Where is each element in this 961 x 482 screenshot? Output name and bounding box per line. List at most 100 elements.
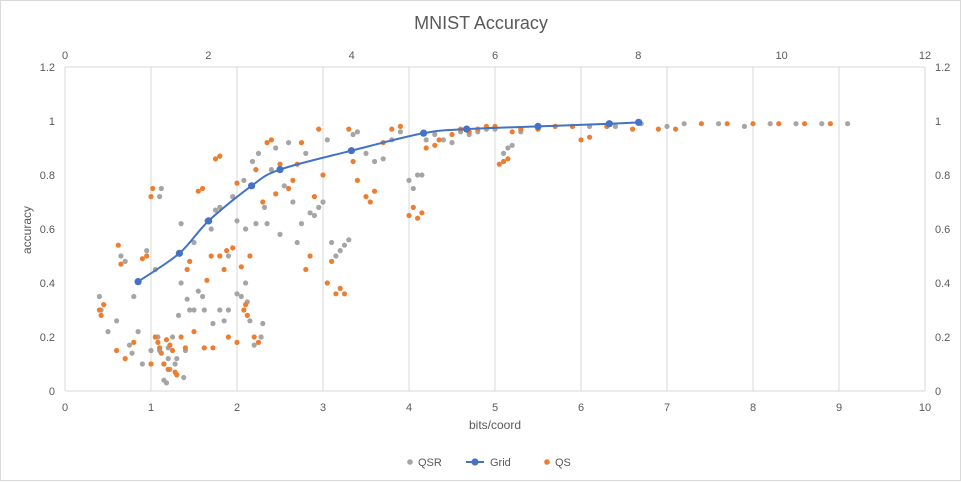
qs-point	[157, 345, 163, 351]
qs-point	[419, 210, 425, 216]
qsr-point	[346, 237, 352, 243]
grid-point	[205, 217, 213, 225]
qs-point	[505, 156, 511, 162]
qs-point	[96, 307, 102, 313]
y2-tick-label: 1.2	[935, 62, 950, 74]
qs-point	[333, 291, 339, 297]
y2-tick-label: 0.4	[935, 278, 950, 290]
qs-point	[350, 158, 356, 165]
qsr-point	[225, 307, 231, 313]
qsr-point	[210, 320, 216, 327]
x2-tick-label: 0	[62, 50, 68, 62]
y2-tick-label: 0	[935, 386, 941, 398]
qsr-point	[178, 280, 184, 286]
qsr-point	[290, 199, 296, 205]
x-tick-label: 5	[492, 402, 498, 414]
qsr-point	[819, 121, 825, 127]
qs-point	[169, 347, 176, 354]
qs-point	[329, 258, 335, 264]
qs-point	[174, 372, 180, 378]
qsr-point	[234, 291, 240, 297]
y-tick-label: 0.4	[40, 278, 55, 290]
qsr-point	[157, 194, 163, 200]
x-tick-label: 0	[62, 402, 68, 414]
qsr-point	[612, 123, 619, 129]
grid-point	[635, 118, 643, 126]
y2-tick-label: 1	[935, 116, 941, 128]
qsr-point	[255, 150, 262, 156]
series-qs	[96, 121, 834, 378]
y-tick-label: 1.2	[40, 62, 55, 74]
qsr-point	[337, 248, 343, 254]
y-tick-label: 0.6	[40, 224, 55, 236]
qs-point	[346, 126, 352, 132]
qs-point	[201, 345, 207, 351]
qsr-point	[741, 123, 748, 129]
x-tick-label: 7	[664, 402, 670, 414]
x-tick-label: 8	[750, 402, 756, 414]
qsr-point	[354, 129, 360, 135]
qsr-point	[148, 347, 154, 354]
qs-point	[264, 140, 270, 146]
qs-point	[251, 334, 257, 340]
x-tick-label: 6	[578, 402, 584, 414]
qs-point	[208, 253, 214, 259]
qs-point	[496, 161, 502, 167]
qsr-point	[191, 239, 197, 246]
legend: QSR Grid QS	[407, 457, 571, 469]
qsr-point	[341, 242, 348, 248]
qsr-point	[505, 145, 511, 151]
qsr-point	[144, 248, 150, 254]
qsr-point	[118, 253, 124, 259]
x-tick-label: 4	[406, 402, 412, 414]
qs-point	[217, 253, 223, 259]
x2-tick-label: 8	[635, 50, 641, 62]
qs-point	[191, 329, 197, 335]
x2-tick-label: 12	[919, 50, 931, 62]
grid-point	[134, 278, 142, 286]
qsr-point	[324, 137, 330, 143]
qsr-point	[767, 121, 773, 127]
qsr-point	[303, 150, 309, 156]
y2-tick-label: 0.2	[935, 332, 950, 344]
qsr-point	[350, 131, 356, 138]
qs-point	[827, 121, 834, 127]
qs-point	[243, 302, 249, 308]
qsr-point	[129, 350, 135, 356]
qs-point	[204, 277, 210, 283]
qsr-point	[397, 129, 403, 135]
qsr-point	[333, 253, 339, 259]
qs-point	[155, 339, 161, 345]
qsr-point	[268, 167, 274, 173]
qsr-point	[716, 121, 722, 127]
qsr-point	[243, 280, 249, 286]
qsr-point	[169, 334, 176, 340]
qs-point	[354, 177, 360, 183]
grid-point	[248, 182, 256, 190]
qs-point	[341, 291, 348, 297]
qs-point	[290, 177, 296, 183]
qs-point	[152, 334, 158, 340]
qs-point	[221, 266, 227, 273]
qs-point	[225, 334, 231, 340]
qs-point	[367, 199, 373, 205]
y-tick-label: 1	[49, 116, 55, 128]
qs-point	[273, 191, 279, 197]
qs-point	[255, 339, 262, 345]
legend-swatch-marker	[544, 459, 550, 465]
qs-point	[449, 131, 455, 138]
chart-title: MNIST Accuracy	[414, 13, 548, 33]
qsr-point	[158, 185, 164, 192]
qsr-point	[307, 210, 313, 216]
grid-series-line	[137, 121, 639, 283]
qs-point	[238, 264, 244, 270]
qs-point	[311, 194, 317, 200]
qsr-point	[260, 320, 266, 327]
qsr-point	[372, 158, 378, 165]
qs-point	[114, 347, 120, 354]
qsr-point	[184, 296, 190, 302]
qs-point	[224, 248, 230, 254]
qs-point	[101, 302, 107, 308]
qs-point	[253, 167, 259, 173]
y2-tick-label: 0.8	[935, 170, 950, 182]
